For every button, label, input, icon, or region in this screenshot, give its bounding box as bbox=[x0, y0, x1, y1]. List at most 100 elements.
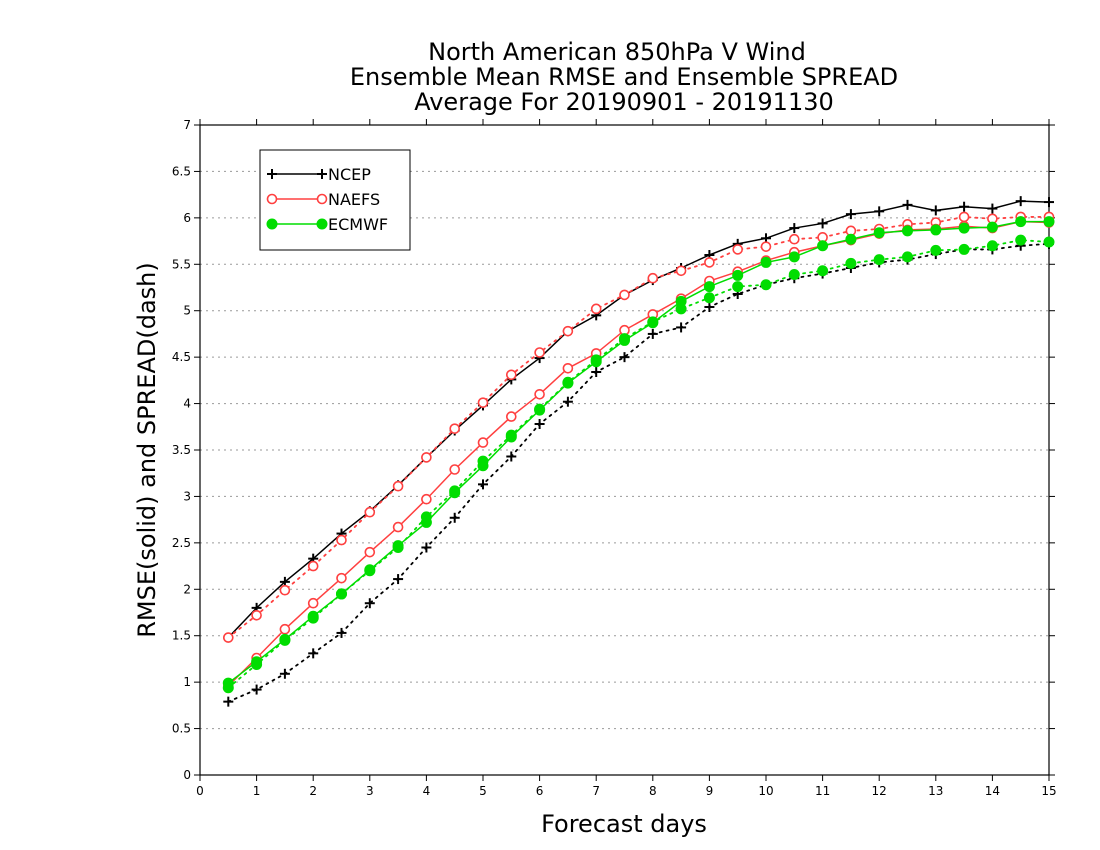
ecmwf-spread-point bbox=[817, 265, 829, 277]
naefs-spread-point bbox=[223, 632, 234, 643]
legend-marker bbox=[316, 218, 328, 230]
ecmwf-rmse-point bbox=[902, 225, 913, 237]
ecmwf-spread-point bbox=[958, 243, 970, 255]
ncep-spread-point bbox=[393, 574, 404, 585]
naefs-rmse-point bbox=[534, 388, 545, 400]
y-axis-label: RMSE(solid) and SPREAD(dash) bbox=[133, 262, 161, 638]
x-tick-label: 9 bbox=[706, 784, 714, 798]
ncep-rmse-point bbox=[1015, 196, 1026, 207]
ecmwf-rmse-point bbox=[930, 224, 942, 236]
ecmwf-spread-point bbox=[703, 292, 715, 304]
naefs-rmse-point bbox=[505, 411, 517, 422]
legend-item-ncep: NCEP bbox=[267, 165, 371, 184]
y-tick-label: 4 bbox=[183, 397, 191, 411]
ecmwf-rmse-point bbox=[675, 295, 687, 307]
y-tick-label: 3 bbox=[183, 489, 191, 503]
legend-box bbox=[259, 149, 411, 251]
ecmwf-spread-point bbox=[732, 281, 744, 293]
x-tick-label: 5 bbox=[479, 784, 487, 798]
naefs-rmse-point bbox=[562, 362, 574, 374]
x-tick-label: 13 bbox=[928, 784, 943, 798]
x-tick-label: 15 bbox=[1041, 784, 1056, 798]
legend-marker bbox=[317, 169, 327, 179]
ecmwf-spread-point bbox=[760, 279, 772, 291]
y-tick-label: 5.5 bbox=[172, 257, 191, 271]
ecmwf-rmse-point bbox=[562, 377, 574, 389]
ncep-rmse-point bbox=[817, 218, 828, 229]
axis-layer: 00.511.522.533.544.555.566.570 1 2 3 4 5 6 7 8 9 1… bbox=[172, 118, 1057, 798]
naefs-rmse-point bbox=[364, 546, 376, 558]
x-tick-label: 8 bbox=[649, 784, 657, 798]
ncep-rmse-point bbox=[987, 203, 998, 214]
ecmwf-rmse-point bbox=[986, 221, 998, 233]
ecmwf-rmse-point bbox=[251, 656, 263, 668]
ncep-spread-point bbox=[704, 302, 715, 312]
naefs-spread-point bbox=[505, 369, 517, 381]
ncep-spread-point bbox=[223, 696, 234, 707]
naefs-spread-point bbox=[392, 480, 404, 492]
naefs-spread-point bbox=[477, 397, 489, 408]
naefs-spread-point bbox=[336, 534, 347, 546]
series-ncep bbox=[223, 196, 1054, 707]
ncep-spread-point bbox=[449, 512, 460, 523]
chart-title: North American 850hPa V Wind bbox=[428, 38, 806, 66]
ecmwf-rmse-point bbox=[420, 516, 432, 528]
ecmwf-rmse-point bbox=[1015, 216, 1027, 228]
ecmwf-spread-point bbox=[1043, 236, 1055, 248]
legend-marker bbox=[267, 169, 277, 179]
ncep-spread-point bbox=[421, 542, 432, 553]
naefs-spread-point bbox=[421, 452, 432, 463]
ecmwf-rmse-point bbox=[817, 240, 829, 252]
series-naefs bbox=[223, 211, 1055, 692]
ecmwf-rmse-point bbox=[647, 317, 659, 329]
naefs-spread-point bbox=[279, 584, 291, 596]
ncep-rmse-point bbox=[789, 223, 800, 234]
chart-subtitle-1: Ensemble Mean RMSE and Ensemble SPREAD bbox=[350, 63, 898, 91]
ncep-spread-line bbox=[227, 242, 1050, 703]
naefs-rmse-point bbox=[392, 521, 404, 533]
ecmwf-rmse-point bbox=[788, 251, 800, 263]
ncep-spread-point bbox=[591, 367, 602, 377]
naefs-spread-point bbox=[732, 244, 744, 255]
ecmwf-spread-point bbox=[902, 251, 913, 263]
naefs-spread-point bbox=[647, 272, 659, 284]
naefs-spread-point bbox=[760, 241, 772, 252]
ecmwf-rmse-point bbox=[958, 222, 970, 234]
naefs-rmse-point bbox=[279, 623, 291, 635]
y-tick-label: 6.5 bbox=[172, 164, 191, 178]
ncep-spread-point bbox=[619, 352, 630, 363]
naefs-spread-point bbox=[307, 560, 319, 572]
ecmwf-spread-point bbox=[930, 244, 942, 256]
naefs-rmse-point bbox=[336, 572, 347, 584]
legend-marker bbox=[266, 218, 278, 230]
x-tick-label: 7 bbox=[592, 784, 600, 798]
x-axis-label: Forecast days bbox=[541, 810, 707, 838]
ecmwf-rmse-point bbox=[845, 233, 857, 245]
legend-label: NAEFS bbox=[328, 190, 380, 209]
ecmwf-rmse-point bbox=[1043, 216, 1055, 228]
legend-marker bbox=[266, 193, 278, 205]
y-tick-label: 1.5 bbox=[172, 629, 191, 643]
x-tick-label: 11 bbox=[815, 784, 830, 798]
y-tick-label: 3.5 bbox=[172, 443, 191, 457]
ecmwf-rmse-point bbox=[505, 431, 517, 443]
ncep-spread-point bbox=[364, 598, 375, 609]
x-tick-label: 14 bbox=[985, 784, 1000, 798]
ecmwf-spread-point bbox=[986, 240, 998, 252]
naefs-spread-point bbox=[562, 325, 574, 337]
ncep-spread-point bbox=[647, 328, 658, 339]
ncep-rmse-point bbox=[930, 205, 941, 216]
naefs-spread-point bbox=[675, 265, 687, 277]
ecmwf-rmse-point bbox=[477, 460, 489, 472]
ecmwf-rmse-point bbox=[534, 404, 546, 416]
naefs-spread-point bbox=[788, 233, 800, 245]
y-tick-label: 2 bbox=[183, 582, 191, 596]
naefs-spread-point bbox=[251, 609, 262, 621]
ncep-spread-point bbox=[279, 668, 290, 679]
ncep-spread-point bbox=[336, 627, 347, 638]
ecmwf-rmse-point bbox=[590, 356, 602, 368]
naefs-rmse-point bbox=[449, 464, 461, 475]
ncep-rmse-point bbox=[902, 199, 913, 210]
